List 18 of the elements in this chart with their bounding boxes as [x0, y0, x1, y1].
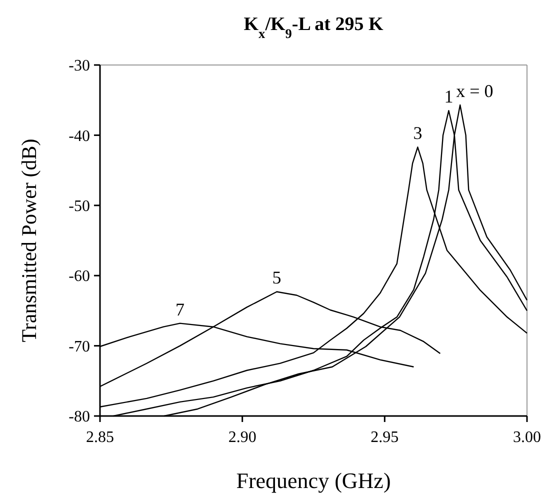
- series-label: 7: [175, 299, 184, 320]
- y-axis-title: Transmitted Power (dB): [17, 138, 41, 342]
- y-tick-label: -70: [68, 338, 90, 356]
- x-tick-label: 2.90: [228, 429, 256, 446]
- y-tick-label: -80: [68, 408, 90, 426]
- x-tick-label: 3.00: [513, 429, 541, 446]
- series-label: 5: [272, 268, 282, 288]
- y-tick-label: -30: [68, 58, 90, 75]
- series-label: 1: [444, 86, 454, 107]
- x-tick-label: 2.95: [370, 429, 399, 446]
- series-label: x = 0: [456, 81, 494, 102]
- y-tick-label: -60: [68, 268, 90, 286]
- y-tick-label: -40: [68, 128, 90, 145]
- x-tick-label: 2.85: [86, 429, 114, 446]
- chart-title: K$_{x}$/K$_{9}$-L at 295 K: [244, 14, 384, 40]
- x-axis-title: Frequency (GHz): [236, 468, 391, 493]
- y-tick-label: -50: [68, 198, 90, 215]
- series-label: 3: [413, 123, 422, 144]
